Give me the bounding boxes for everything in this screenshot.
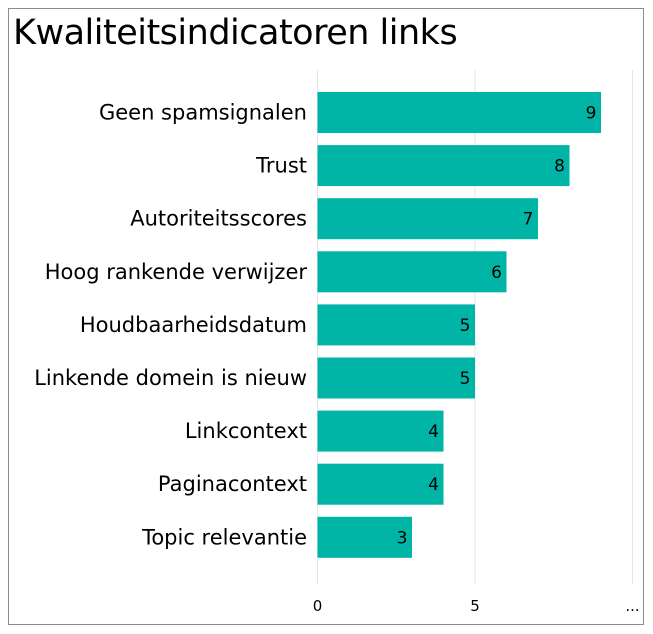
value-label: 8 bbox=[554, 157, 565, 177]
bar bbox=[317, 463, 444, 505]
value-label: 5 bbox=[460, 316, 471, 336]
bar bbox=[317, 145, 570, 187]
category-label: Topic relevantie bbox=[141, 525, 307, 549]
bar bbox=[317, 357, 475, 399]
value-label: 5 bbox=[460, 369, 471, 389]
category-label: Linkende domein is nieuw bbox=[34, 366, 307, 390]
value-label: 3 bbox=[397, 528, 408, 548]
bar bbox=[317, 304, 475, 346]
category-label: Paginacontext bbox=[158, 472, 307, 496]
chart-title: Kwaliteitsindicatoren links bbox=[13, 13, 458, 53]
value-labels: 9 8 7 6 5 5 4 4 3 bbox=[397, 104, 597, 549]
value-label: 4 bbox=[428, 422, 439, 442]
x-tick-label: 0 bbox=[313, 597, 323, 615]
bar bbox=[317, 410, 444, 452]
category-label: Autoriteitsscores bbox=[130, 207, 307, 231]
value-label: 7 bbox=[523, 210, 534, 230]
x-tick-label: ... bbox=[625, 597, 639, 615]
value-label: 4 bbox=[428, 475, 439, 495]
x-tick-label: 5 bbox=[470, 597, 480, 615]
bar bbox=[317, 516, 412, 558]
bars bbox=[317, 92, 601, 558]
category-label: Hoog rankende verwijzer bbox=[45, 260, 308, 284]
value-label: 9 bbox=[586, 104, 597, 124]
category-label: Geen spamsignalen bbox=[99, 101, 307, 125]
category-label: Trust bbox=[255, 154, 307, 178]
bar bbox=[317, 251, 507, 293]
value-label: 6 bbox=[491, 263, 502, 283]
x-axis-tick-labels: 0 5... bbox=[313, 597, 640, 615]
bar bbox=[317, 198, 538, 240]
bar bbox=[317, 92, 601, 133]
category-labels: Geen spamsignalen Trust Autoriteitsscores H… bbox=[34, 101, 307, 550]
category-label: Houdbaarheidsdatum bbox=[80, 313, 307, 337]
category-label: Linkcontext bbox=[185, 419, 307, 443]
